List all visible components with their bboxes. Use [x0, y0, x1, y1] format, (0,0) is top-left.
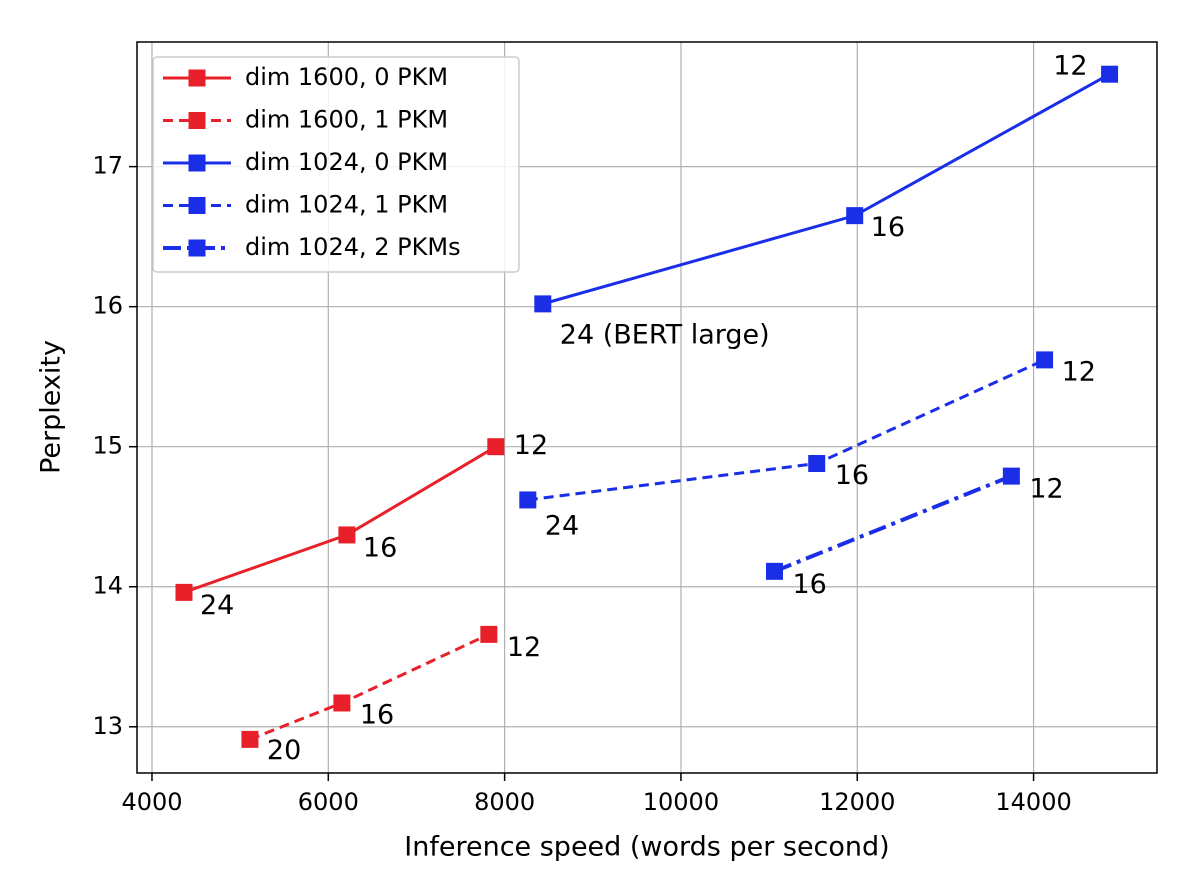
legend-marker — [188, 154, 206, 172]
series-line — [527, 358, 1046, 502]
point-marker — [534, 295, 552, 313]
point-label: 16 — [360, 699, 394, 730]
point-marker — [175, 583, 193, 601]
legend-marker — [188, 239, 206, 257]
x-axis-label: Inference speed (words per second) — [404, 832, 889, 863]
x-tick-label: 10000 — [643, 788, 719, 816]
x-tick-label: 12000 — [819, 788, 895, 816]
point-label: 24 — [545, 510, 579, 541]
point-label: 16 — [792, 569, 826, 600]
legend-label: dim 1600, 1 PKM — [245, 106, 448, 134]
point-label: 12 — [1053, 51, 1087, 82]
y-tick-label: 15 — [92, 432, 123, 460]
y-tick-label: 13 — [92, 712, 123, 740]
point-label: 24 (BERT large) — [560, 319, 770, 350]
point-label: 16 — [835, 460, 869, 491]
legend-box — [152, 56, 520, 273]
legend-label: dim 1024, 1 PKM — [245, 191, 448, 219]
point-marker — [338, 526, 356, 544]
x-tick-label: 4000 — [121, 788, 182, 816]
series-line — [773, 474, 1013, 574]
point-marker — [1036, 351, 1054, 369]
point-marker — [1101, 65, 1119, 83]
point-marker — [808, 455, 826, 473]
y-tick-label: 14 — [92, 572, 123, 600]
point-label: 20 — [267, 735, 301, 766]
y-axis-label: Perplexity — [36, 340, 67, 474]
point-label: 16 — [871, 212, 905, 243]
plot-frame — [136, 41, 1158, 774]
y-tick-label: 17 — [92, 152, 123, 180]
point-marker — [241, 730, 259, 748]
legend-marker — [188, 112, 206, 129]
point-marker — [487, 438, 505, 456]
x-tick-label: 6000 — [298, 788, 359, 816]
x-tick-label: 14000 — [995, 788, 1071, 816]
x-tick-label: 8000 — [474, 788, 535, 816]
legend-label: dim 1024, 2 PKMs — [245, 233, 461, 261]
point-marker — [480, 625, 498, 643]
point-marker — [1002, 467, 1020, 485]
point-label: 12 — [514, 430, 548, 461]
point-label: 12 — [507, 632, 541, 663]
legend-label: dim 1024, 0 PKM — [245, 148, 448, 176]
legend-label: dim 1600, 0 PKM — [245, 63, 448, 91]
legend-marker — [188, 197, 206, 214]
point-label: 24 — [200, 590, 234, 621]
point-label: 12 — [1029, 474, 1063, 505]
point-marker — [765, 562, 783, 580]
point-marker — [846, 207, 864, 225]
y-tick-label: 16 — [92, 292, 123, 320]
legend-marker — [188, 69, 206, 87]
point-label: 16 — [363, 532, 397, 563]
point-marker — [333, 694, 351, 712]
series-line — [183, 445, 497, 594]
point-marker — [519, 491, 537, 509]
series-line — [542, 72, 1111, 306]
point-label: 12 — [1062, 356, 1096, 387]
